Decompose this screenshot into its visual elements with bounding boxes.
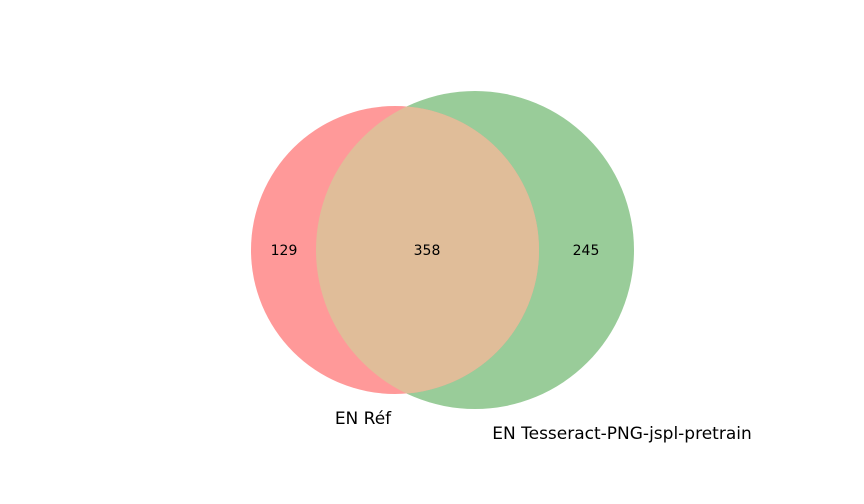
set-label-left: EN Réf [335,409,392,429]
intersection-count: 358 [414,243,441,259]
left-only-count: 129 [271,243,298,259]
set-label-right: EN Tesseract-PNG-jspl-pretrain [492,424,751,444]
right-only-count: 245 [573,243,600,259]
intersection-region [316,106,539,394]
